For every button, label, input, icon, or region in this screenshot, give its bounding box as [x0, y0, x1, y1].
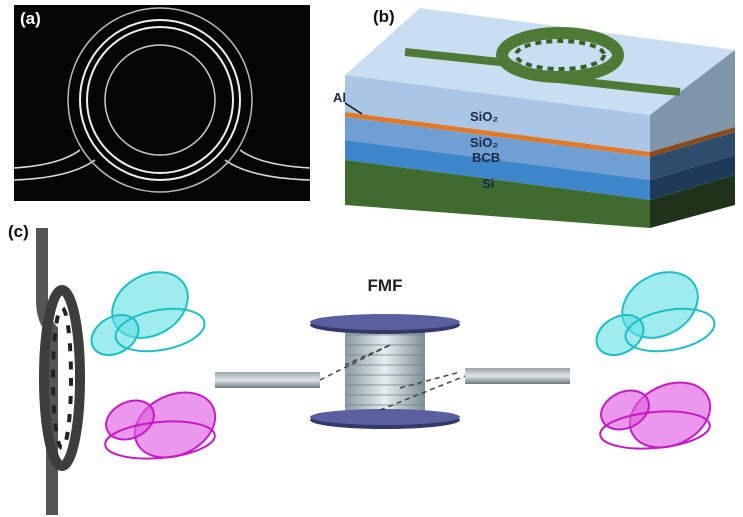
layer-label: BCB [472, 150, 500, 165]
fiber-label: FMF [368, 276, 403, 295]
panel-label: (b) [373, 7, 395, 26]
fiber [215, 372, 320, 388]
panel-a: (a) [14, 5, 310, 201]
fiber-coil [345, 325, 425, 420]
micrograph [14, 5, 310, 201]
fiber [465, 368, 570, 384]
panel-label: (c) [8, 222, 29, 241]
figure: (a) (b) Al SiO₂ SiO₂ BCB Si (c) [0, 0, 743, 517]
panel-c: (c) [8, 222, 721, 515]
panel-b: (b) Al SiO₂ SiO₂ BCB Si [333, 7, 735, 228]
panel-label: (a) [20, 9, 41, 28]
layer-label: Si [482, 176, 494, 191]
spool-flange [310, 409, 460, 425]
layer-label: Al [333, 90, 346, 105]
layer-label: SiO₂ [470, 135, 498, 150]
layer-label: SiO₂ [470, 109, 498, 124]
spool-flange [310, 314, 460, 330]
